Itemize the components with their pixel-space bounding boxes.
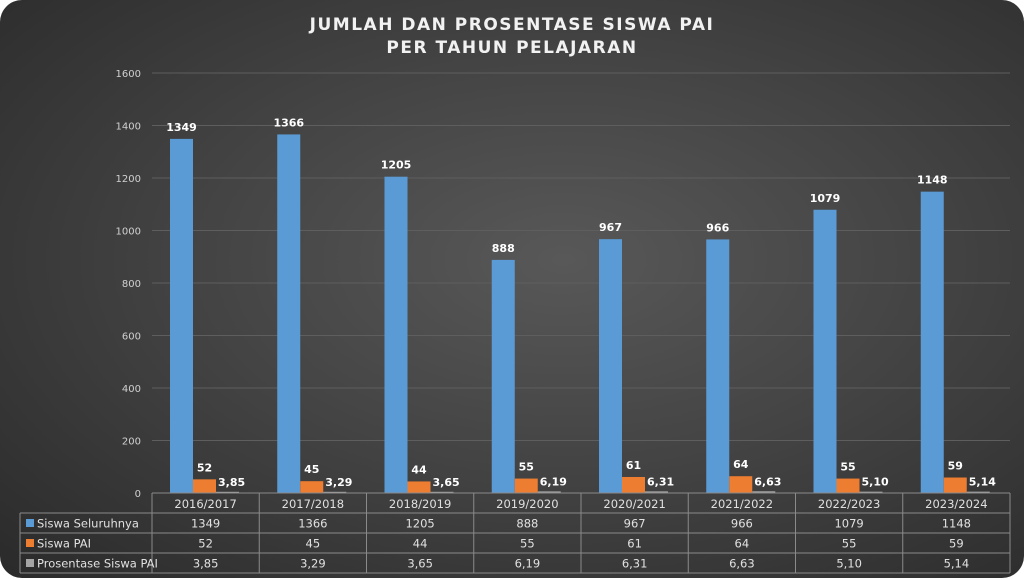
table-cell: 45 (306, 537, 321, 551)
table-cell: 44 (413, 537, 428, 551)
chart-title-line-1: JUMLAH DAN PROSENTASE SISWA PAI (309, 15, 715, 35)
data-label: 44 (411, 463, 427, 476)
x-category-label: 2019/2020 (496, 497, 558, 511)
table-cell: 55 (842, 537, 857, 551)
bar-siswa-pai (193, 479, 216, 493)
data-label: 5,10 (862, 476, 889, 489)
data-label: 967 (599, 221, 622, 234)
data-label: 55 (519, 461, 534, 474)
y-tick-label: 200 (122, 437, 141, 448)
table-cell: 61 (627, 537, 642, 551)
x-category-label: 2017/2018 (282, 497, 344, 511)
x-category-label: 2023/2024 (925, 497, 987, 511)
table-cell: 3,65 (407, 557, 433, 571)
bar-prosentase-siswa-pai (859, 491, 883, 493)
bar-siswa-seluruhnya (277, 134, 301, 494)
bar-siswa-seluruhnya (599, 239, 622, 493)
y-tick-label: 1400 (116, 122, 141, 133)
bar-siswa-pai (514, 478, 538, 493)
legend-key-2 (26, 559, 34, 567)
bar-siswa-pai (729, 476, 753, 493)
legend-label: Siswa PAI (37, 537, 91, 551)
table-cell: 59 (949, 537, 964, 551)
table-cell: 888 (516, 517, 538, 531)
table-cell: 967 (624, 517, 646, 531)
y-tick-label: 800 (122, 279, 141, 290)
bar-siswa-pai (943, 477, 967, 493)
data-label: 888 (492, 242, 515, 255)
table-cell: 64 (735, 537, 750, 551)
bar-prosentase-siswa-pai (537, 491, 561, 493)
data-label: 64 (733, 458, 749, 471)
table-cell: 1148 (942, 517, 971, 531)
data-label: 1349 (166, 121, 197, 134)
bar-prosentase-siswa-pai (752, 491, 776, 493)
y-tick-label: 400 (122, 384, 141, 395)
bar-prosentase-siswa-pai (216, 491, 239, 493)
x-category-label: 2018/2019 (389, 497, 451, 511)
data-label: 5,14 (969, 476, 996, 489)
x-category-label: 2020/2021 (603, 497, 665, 511)
legend-key-0 (26, 519, 34, 527)
data-label: 1079 (810, 192, 841, 205)
data-label: 59 (948, 460, 963, 473)
chart-title-line-2: PER TAHUN PELAJARAN (386, 38, 637, 58)
table-cell: 1205 (405, 517, 434, 531)
data-label: 55 (840, 461, 855, 474)
data-label: 61 (626, 459, 641, 472)
table-cell: 3,29 (300, 557, 326, 571)
bar-siswa-pai (300, 481, 324, 493)
bar-siswa-seluruhnya (920, 191, 944, 493)
bar-prosentase-siswa-pai (430, 491, 454, 493)
y-tick-label: 0 (135, 489, 141, 500)
data-label: 52 (197, 461, 212, 474)
table-cell: 3,85 (193, 557, 219, 571)
x-category-label: 2016/2017 (174, 497, 236, 511)
y-tick-label: 1000 (116, 227, 141, 238)
table-cell: 6,63 (729, 557, 755, 571)
data-label: 3,85 (218, 476, 245, 489)
bar-siswa-seluruhnya (491, 259, 515, 493)
bar-siswa-seluruhnya (813, 209, 837, 493)
table-cell: 966 (731, 517, 753, 531)
bar-siswa-pai (622, 476, 645, 493)
table-cell: 1349 (191, 517, 220, 531)
legend-label: Siswa Seluruhnya (37, 517, 139, 531)
table-cell: 6,19 (515, 557, 541, 571)
bar-prosentase-siswa-pai (323, 491, 347, 493)
bar-siswa-pai (836, 478, 860, 493)
data-label: 6,19 (540, 475, 567, 488)
data-label: 3,65 (433, 476, 460, 489)
table-cell: 1366 (298, 517, 327, 531)
data-label: 45 (304, 463, 319, 476)
x-category-label: 2021/2022 (711, 497, 773, 511)
data-label: 1148 (917, 174, 948, 187)
bar-siswa-seluruhnya (384, 176, 408, 493)
legend-label: Prosentase Siswa PAI (37, 557, 158, 571)
bar-siswa-pai (407, 481, 431, 493)
bar-prosentase-siswa-pai (645, 491, 668, 493)
table-cell: 5,10 (836, 557, 862, 571)
data-label: 3,29 (325, 476, 352, 489)
data-label: 6,31 (647, 475, 674, 488)
table-cell: 52 (198, 537, 213, 551)
data-label: 1366 (273, 116, 304, 129)
data-label: 966 (706, 221, 729, 234)
bar-siswa-seluruhnya (170, 138, 193, 493)
y-tick-label: 1600 (116, 69, 141, 80)
data-label: 1205 (381, 159, 412, 172)
y-tick-label: 1200 (116, 174, 141, 185)
table-cell: 1079 (834, 517, 863, 531)
table-cell: 5,14 (944, 557, 970, 571)
legend-key-1 (26, 539, 34, 547)
x-category-label: 2022/2023 (818, 497, 880, 511)
y-tick-label: 600 (122, 332, 141, 343)
bar-prosentase-siswa-pai (966, 491, 990, 493)
table-cell: 55 (520, 537, 535, 551)
data-label: 6,63 (754, 475, 781, 488)
bar-siswa-seluruhnya (706, 239, 730, 493)
table-cell: 6,31 (622, 557, 648, 571)
